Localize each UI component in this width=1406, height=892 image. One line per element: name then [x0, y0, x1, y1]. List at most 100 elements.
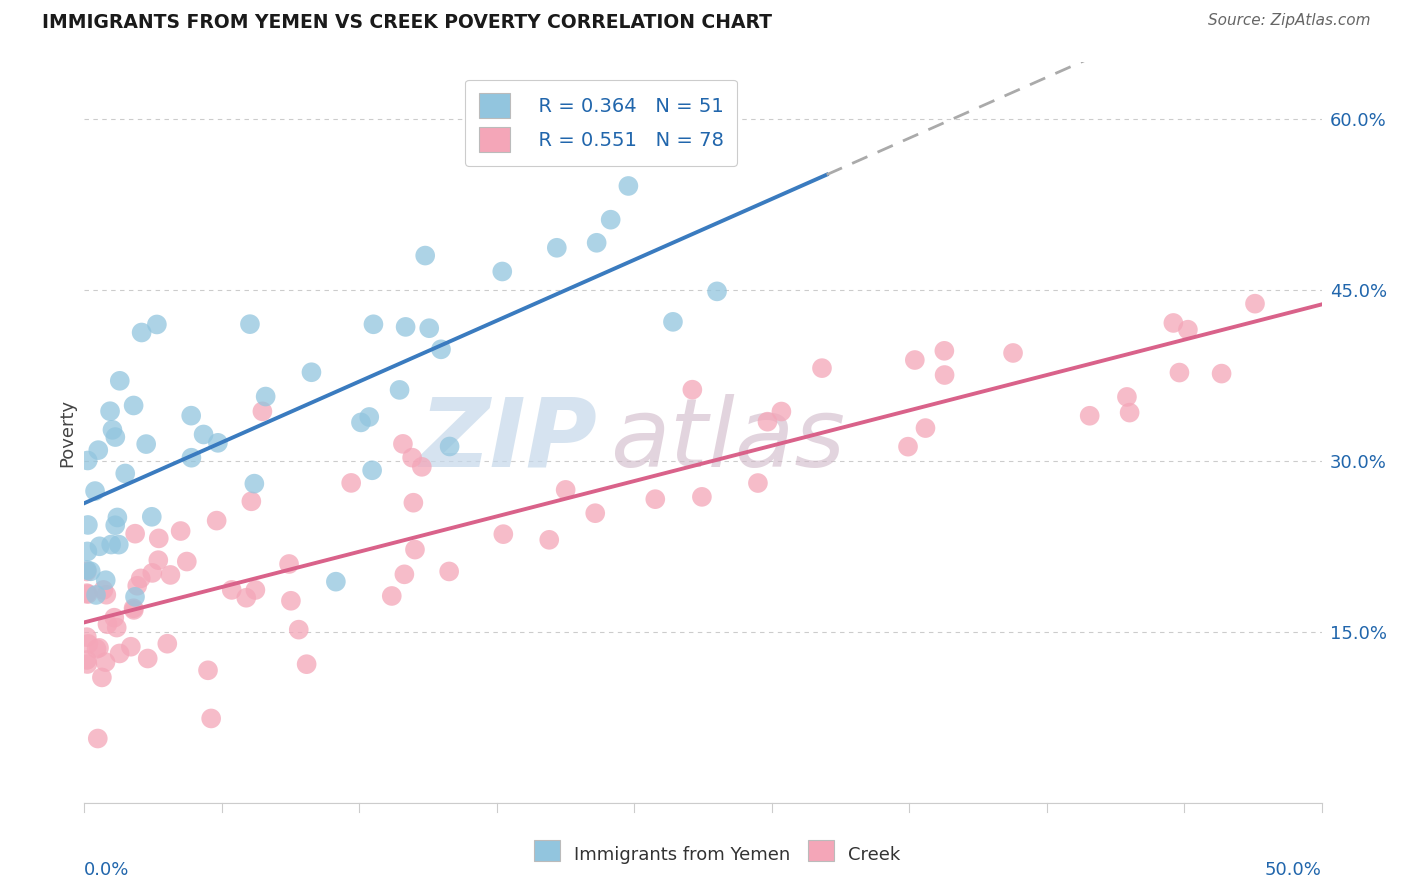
Point — [1244, 296, 1267, 310]
Point — [103, 610, 125, 624]
Point — [180, 450, 202, 465]
Point — [122, 399, 145, 413]
Point — [200, 711, 222, 725]
Text: Source: ZipAtlas.com: Source: ZipAtlas.com — [1208, 13, 1371, 29]
Point — [87, 443, 110, 458]
Point — [583, 506, 606, 520]
Point — [94, 573, 117, 587]
Point — [585, 235, 607, 250]
Point — [86, 641, 108, 656]
Point — [84, 484, 107, 499]
Point — [243, 476, 266, 491]
Point — [94, 655, 117, 669]
Point — [239, 317, 262, 331]
Point — [221, 582, 243, 597]
Point — [114, 467, 136, 481]
Point — [1211, 367, 1233, 381]
Point — [897, 440, 920, 454]
Point — [278, 557, 301, 571]
Point — [402, 496, 425, 510]
Point — [127, 579, 149, 593]
Point — [235, 591, 257, 605]
Point — [169, 524, 191, 538]
Point — [706, 285, 728, 299]
Point — [193, 427, 215, 442]
Point — [146, 318, 169, 332]
Point — [546, 241, 568, 255]
Point — [280, 594, 302, 608]
Point — [340, 475, 363, 490]
Point — [96, 617, 118, 632]
Point — [934, 343, 956, 358]
Point — [76, 653, 98, 667]
Point — [135, 437, 157, 451]
Point — [77, 518, 100, 533]
Point — [76, 630, 98, 644]
Point — [100, 537, 122, 551]
Point — [1116, 390, 1139, 404]
Point — [76, 565, 98, 579]
Text: ZIP: ZIP — [420, 393, 598, 486]
Point — [141, 566, 163, 580]
Point — [1002, 346, 1025, 360]
Point — [394, 319, 416, 334]
Point — [756, 415, 779, 429]
Point — [418, 321, 440, 335]
Point — [104, 518, 127, 533]
Point — [105, 621, 128, 635]
Text: IMMIGRANTS FROM YEMEN VS CREEK POVERTY CORRELATION CHART: IMMIGRANTS FROM YEMEN VS CREEK POVERTY C… — [42, 13, 772, 32]
Point — [350, 416, 373, 430]
Point — [1168, 366, 1191, 380]
Point — [148, 532, 170, 546]
Point — [93, 582, 115, 597]
Point — [105, 510, 128, 524]
Point — [124, 590, 146, 604]
Point — [197, 663, 219, 677]
Point — [245, 582, 267, 597]
Point — [76, 453, 98, 467]
Point — [77, 637, 100, 651]
Point — [538, 533, 561, 547]
Point — [388, 383, 411, 397]
Point — [644, 492, 666, 507]
Point — [76, 586, 98, 600]
Text: Immigrants from Yemen: Immigrants from Yemen — [574, 847, 790, 864]
Point — [554, 483, 576, 497]
Point — [240, 494, 263, 508]
Point — [361, 463, 384, 477]
Point — [747, 476, 769, 491]
Point — [295, 657, 318, 672]
Point — [413, 249, 436, 263]
Point — [124, 526, 146, 541]
Point — [437, 565, 460, 579]
Point — [411, 459, 433, 474]
Text: Creek: Creek — [848, 847, 900, 864]
Text: atlas: atlas — [610, 393, 845, 486]
Point — [430, 343, 453, 357]
Point — [87, 731, 110, 746]
Y-axis label: Poverty: Poverty — [58, 399, 76, 467]
Text: 50.0%: 50.0% — [1265, 861, 1322, 879]
Point — [363, 318, 385, 332]
Point — [141, 509, 163, 524]
Point — [107, 538, 129, 552]
Point — [108, 647, 131, 661]
Point — [207, 435, 229, 450]
Point — [156, 637, 179, 651]
Point — [90, 670, 112, 684]
Legend:   R = 0.364   N = 51,   R = 0.551   N = 78: R = 0.364 N = 51, R = 0.551 N = 78 — [465, 79, 737, 166]
Point — [681, 383, 703, 397]
Point — [108, 374, 131, 388]
Point — [76, 544, 98, 558]
Point — [599, 212, 621, 227]
Point — [811, 361, 834, 376]
Point — [934, 368, 956, 382]
Point — [80, 564, 103, 578]
Point — [404, 542, 426, 557]
Point — [120, 640, 142, 654]
Point — [394, 567, 416, 582]
Point — [904, 353, 927, 368]
Point — [254, 390, 277, 404]
Point — [1163, 316, 1185, 330]
Point — [401, 450, 423, 465]
